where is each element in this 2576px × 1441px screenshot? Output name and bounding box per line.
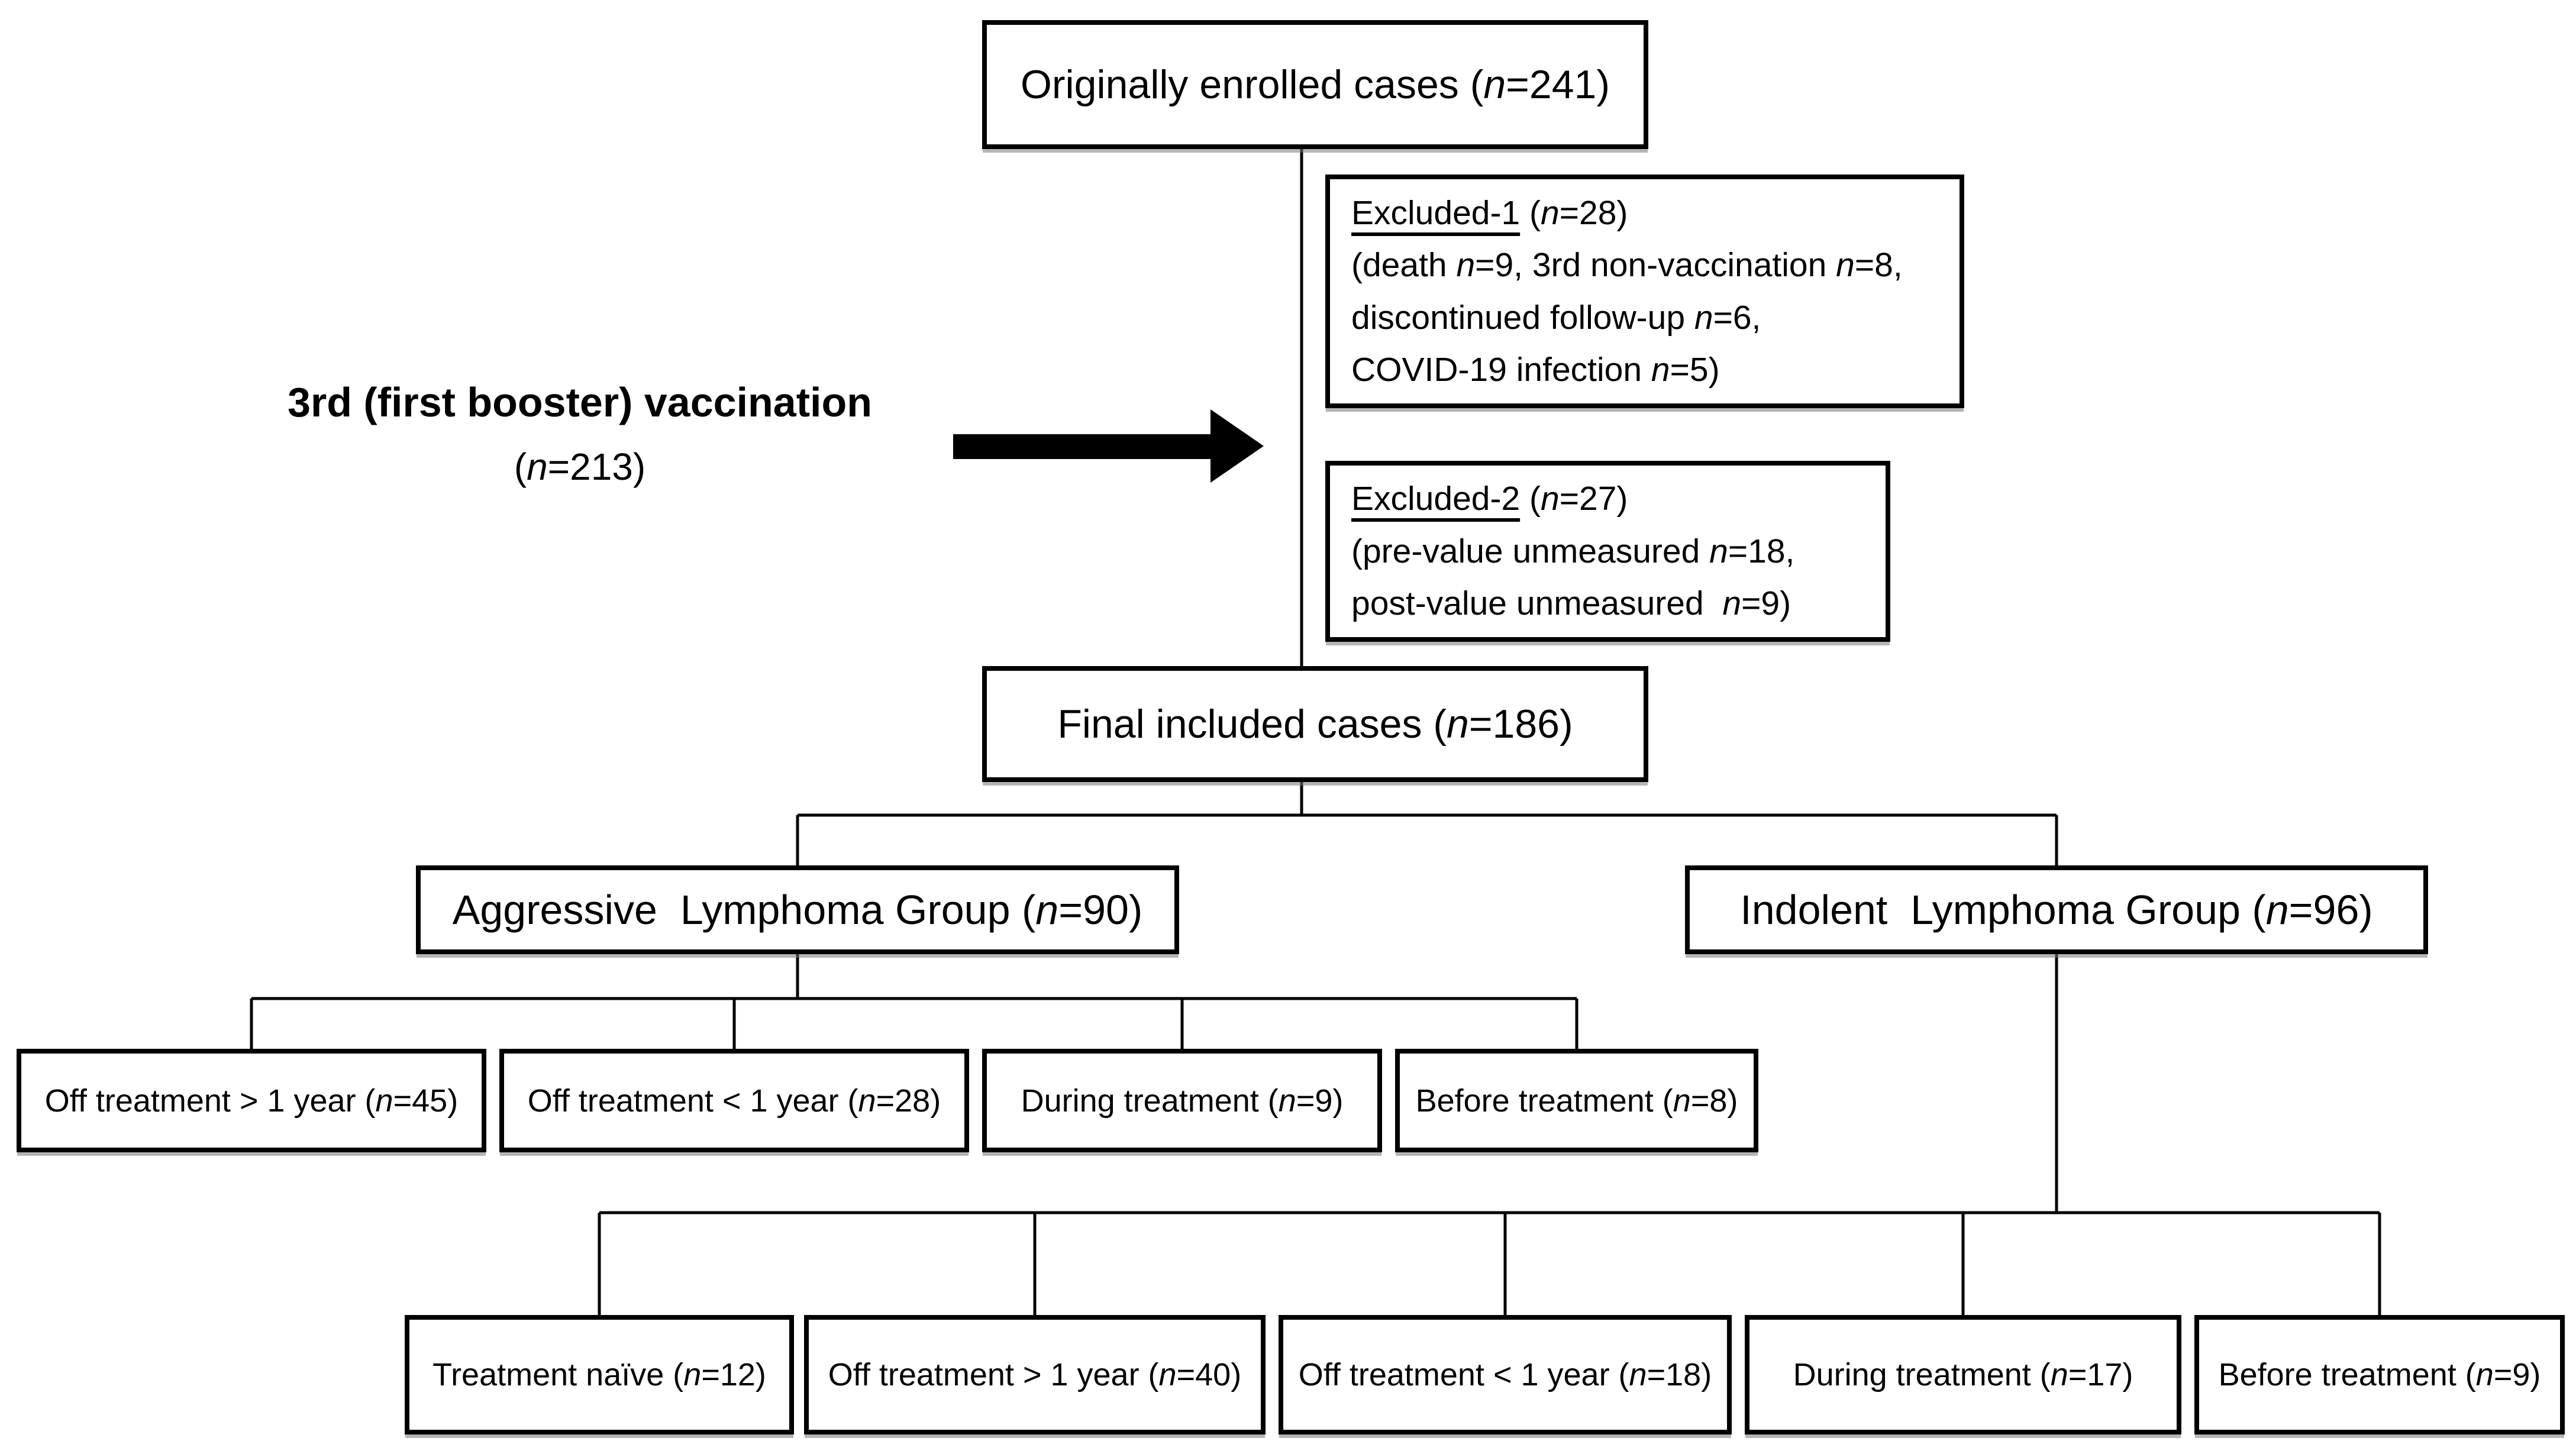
vaccination-label: 3rd (first booster) vaccination (n=213) (213, 379, 947, 489)
excluded-2-count: (n=27) (1520, 480, 1628, 518)
indolent-subgroup-during-treatment-box: During treatment (n =17) (1745, 1315, 2181, 1434)
excluded-detail-line: discontinued follow-up n=6, (1351, 298, 1761, 337)
excluded-1-count: (n=28) (1520, 193, 1628, 232)
connector-line-group (250, 148, 2381, 1317)
excluded-detail-line: (death n=9, 3rd non-vaccination n=8, (1351, 246, 1903, 285)
right-arrow-icon (953, 409, 1264, 483)
aggressive-subgroup-off-treatment-gt-1yr-box: Off treatment > 1 year (n =45) (17, 1049, 486, 1152)
excluded-1-title-line: Excluded-1 (n=28) (1351, 187, 1628, 239)
indolent-subgroup-off-treatment-lt-1yr-box: Off treatment < 1 year (n =18) (1279, 1315, 1732, 1434)
excluded-1-title: Excluded-1 (1351, 193, 1521, 232)
excluded-detail-line: post-value unmeasured n=9) (1351, 584, 1791, 623)
excluded-2-title: Excluded-2 (1351, 480, 1521, 518)
vaccination-label-title: 3rd (first booster) vaccination (288, 379, 872, 425)
aggressive-subgroup-off-treatment-lt-1yr-box: Off treatment < 1 year (n =28) (499, 1049, 969, 1152)
excluded-2-title-line: Excluded-2 (n=27) (1351, 473, 1628, 525)
excluded-1-box: Excluded-1 (n=28) (death n=9, 3rd non-va… (1325, 175, 1964, 408)
excluded-2-box: Excluded-2 (n=27) (pre-value unmeasured … (1325, 461, 1890, 642)
indolent-subgroup-off-treatment-gt-1yr-box: Off treatment > 1 year (n =40) (804, 1315, 1266, 1434)
final-included-box: Final included cases (n =186) (982, 666, 1648, 782)
aggressive-subgroup-during-treatment-box: During treatment (n =9) (982, 1049, 1382, 1152)
originally-enrolled-box: Originally enrolled cases (n =241) (982, 20, 1648, 149)
aggressive-subgroup-before-treatment-box: Before treatment (n =8) (1395, 1049, 1758, 1152)
indolent-subgroup-treatment-naive-box: Treatment naïve (n =12) (405, 1315, 794, 1434)
excluded-detail-line: COVID-19 infection n=5) (1351, 350, 1720, 389)
indolent-subgroup-before-treatment-box: Before treatment (n =9) (2194, 1315, 2565, 1434)
vaccination-label-count: (n=213) (514, 445, 646, 488)
aggressive-lymphoma-group-box: Aggressive Lymphoma Group (n =90) (416, 865, 1179, 954)
indolent-lymphoma-group-box: Indolent Lymphoma Group (n =96) (1685, 865, 2428, 954)
excluded-detail-line: (pre-value unmeasured n=18, (1351, 532, 1795, 570)
